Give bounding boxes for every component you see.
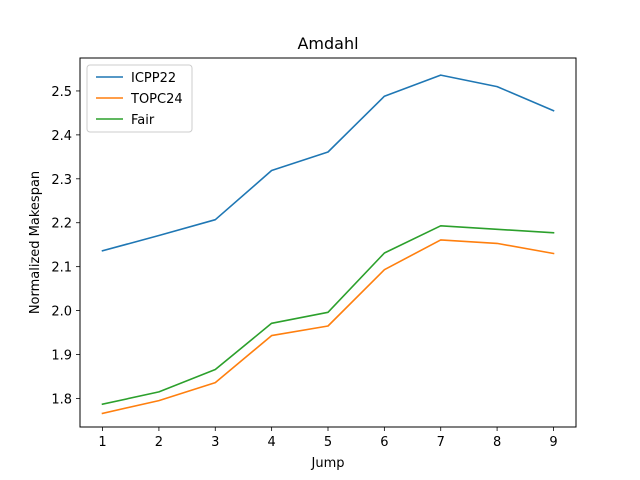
y-tick-label: 2.1	[51, 261, 72, 276]
chart-title: Amdahl	[297, 34, 358, 53]
x-tick-label: 4	[267, 435, 275, 450]
x-tick-label: 2	[155, 435, 163, 450]
y-tick-label: 1.9	[51, 349, 72, 364]
series-line-topc24	[101, 239, 555, 415]
y-tick-label: 2.5	[51, 85, 72, 100]
x-tick-label: 5	[324, 435, 332, 450]
legend-label: Fair	[131, 113, 155, 128]
y-tick-label: 1.8	[51, 392, 72, 407]
y-tick-label: 2.0	[51, 305, 72, 320]
x-tick-label: 3	[211, 435, 219, 450]
x-tick-label: 9	[549, 435, 557, 450]
y-axis-title: Normalized Makespan	[28, 171, 43, 314]
y-axis: 1.8 1.9 2.0 2.1 2.2 2.3 2.4 2.5	[51, 85, 80, 407]
series-line-icpp22	[101, 74, 555, 252]
y-tick-label: 2.3	[51, 173, 72, 188]
x-axis: 1 2 3 4 5 6 7 8 9	[98, 427, 558, 450]
series-line-fair	[101, 225, 555, 406]
legend-label: ICPP22	[131, 71, 176, 86]
x-tick-label: 7	[437, 435, 445, 450]
y-tick-label: 2.2	[51, 217, 72, 232]
x-tick-label: 6	[380, 435, 388, 450]
x-tick-label: 1	[98, 435, 106, 450]
x-tick-label: 8	[493, 435, 501, 450]
legend: ICPP22 TOPC24 Fair	[86, 64, 193, 133]
legend-box	[86, 64, 193, 133]
legend-label: TOPC24	[130, 92, 183, 107]
y-tick-label: 2.4	[51, 129, 72, 144]
x-axis-title: Jump	[311, 456, 345, 471]
